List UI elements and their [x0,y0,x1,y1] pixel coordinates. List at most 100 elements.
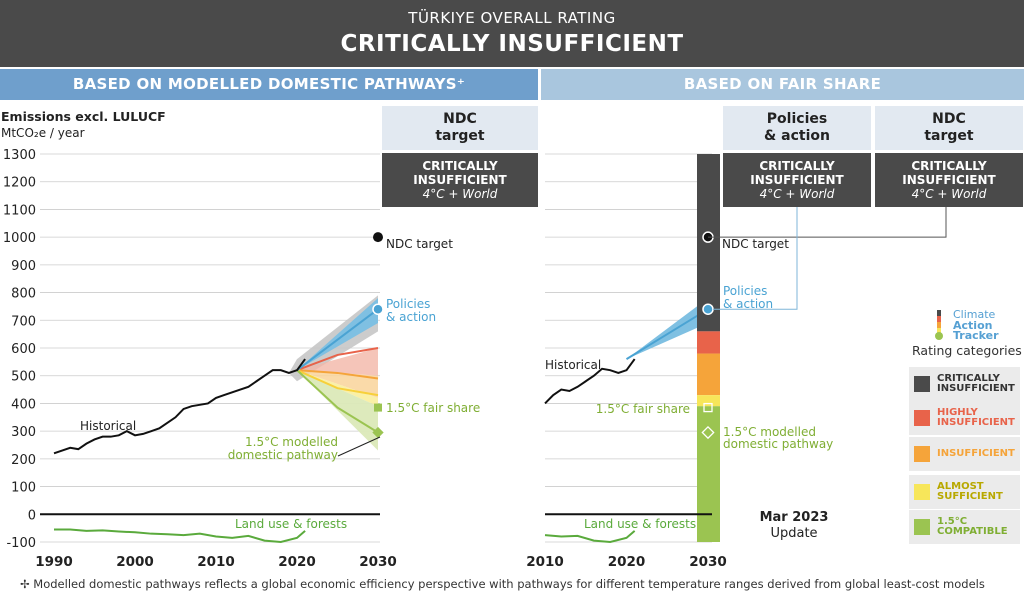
logo-line-3: Tracker [953,329,999,342]
left-ndc-rating-l1: CRITICALLY [422,159,498,173]
legend-item: HIGHLY INSUFFICIENT [909,401,1020,435]
y-axis-label-l1: Emissions excl. LULUCF [1,109,166,124]
legend-swatch [914,410,930,426]
policies-band-right [626,298,708,360]
y-axis-label: Emissions excl. LULUCF MtCO₂e / year [1,109,166,141]
modelled-marker-left [372,426,384,439]
land-use-label-right: Land use & forests [584,517,696,531]
right-policies-head-l1: Policies [766,111,828,127]
historical-label-right: Historical [545,358,601,372]
right-policies-header: Policies & action [723,106,871,150]
header-title: CRITICALLY INSUFFICIENT [340,31,684,57]
y-tick-label: 700 [11,314,36,329]
right-ndc-header: NDC target [875,106,1023,150]
policies-line-left [296,308,379,371]
land-use-label-left: Land use & forests [235,517,347,531]
legend-label-l2: INSUFFICIENT [937,383,1015,394]
modelled-pathway-line [296,369,379,434]
x-tick-label-right: 2020 [608,554,646,570]
right-ndc-world: 4°C + World [911,187,987,201]
compatible-fan [297,370,378,451]
rating-header: TÜRKIYE OVERALL RATING CRITICALLY INSUFF… [0,0,1024,67]
y-tick-label: 900 [11,259,36,274]
land-use-line-right [544,530,636,544]
ndc-target-label-right: NDC target [722,237,789,251]
legend-label-l1: 1.5°C [937,516,968,527]
rating-bar-insufficient [697,353,720,396]
update-date: Mar 2023 [759,510,829,525]
modelled-leader-left [337,436,381,457]
legend-swatch [914,519,930,535]
insufficient-line [296,369,379,380]
modelled-label-right-l2: domestic pathway [723,437,833,451]
legend-swatch [914,376,930,392]
y-tick-label: 600 [11,342,36,357]
legend-label: CRITICALLY INSUFFICIENT [937,367,1015,401]
x-tick-label-left: 2000 [116,554,154,570]
left-ndc-rating: CRITICALLY INSUFFICIENT 4°C + World [382,153,538,207]
legend-swatch [914,484,930,500]
highly-insufficient-fan [297,348,378,376]
legend-label: HIGHLY INSUFFICIENT [937,401,1015,435]
header-subtitle: TÜRKIYE OVERALL RATING [408,9,616,27]
modelled-label-right-l1: 1.5°C modelled [723,425,816,439]
logo-line-1: Climate [953,308,996,321]
left-ndc-head-l2: target [435,128,485,144]
band-fair-share: BASED ON FAIR SHARE [541,69,1024,100]
legend-label-l2: SUFFICIENT [937,491,1003,502]
logo-line-2: Action [953,319,993,332]
legend-item: 1.5°C COMPATIBLE [909,510,1020,544]
legend-item: CRITICALLY INSUFFICIENT [909,367,1020,401]
modelled-marker-right [701,425,715,440]
x-tick-label-left: 2010 [197,554,235,570]
left-ndc-world: 4°C + World [422,187,498,201]
legend-swatch [914,446,930,462]
legend-label-l1: HIGHLY [937,407,978,418]
legend-item: ALMOST SUFFICIENT [909,475,1020,509]
ndc-target-label-left: NDC target [386,237,453,251]
x-tick-label-left: 2020 [278,554,316,570]
right-policies-rating: CRITICALLY INSUFFICIENT 4°C + World [723,153,871,207]
y-tick-label: 100 [11,481,36,496]
historical-label-left: Historical [80,419,136,433]
policies-band-left [297,298,378,371]
right-policies-world: 4°C + World [759,187,835,201]
y-tick-label: 300 [11,425,36,440]
historical-line-left [53,358,306,455]
legend-label: ALMOST SUFFICIENT [937,475,1003,509]
ndc-connector-right [708,207,947,238]
climate-action-tracker-logo: Climate Action Tracker [933,306,1023,342]
y-tick-label: 1300 [3,148,36,163]
legend-item: INSUFFICIENT [909,437,1020,471]
x-tick-label-left: 1990 [35,554,73,570]
historical-line-right [544,358,636,405]
y-tick-label: 400 [11,397,36,412]
policies-label-right-l1: Policies [723,284,767,298]
x-tick-label-left: 2030 [359,554,397,570]
update-note: Mar 2023 Update [744,510,844,542]
band-modelled-domestic: BASED ON MODELLED DOMESTIC PATHWAYS⁺ [0,69,538,100]
rating-bar-almost-sufficient [697,395,720,407]
modelled-label-left-l1: 1.5°C modelled [245,435,338,449]
ndc-target-marker-left [373,232,383,243]
policies-marker-right [702,303,714,315]
legend-label-l1: ALMOST [937,481,984,492]
land-use-line-left [54,528,306,544]
footnote: ✢ Modelled domestic pathways reflects a … [20,577,985,591]
legend-label-l1: INSUFFICIENT [937,448,1015,459]
right-ndc-rating-l2: INSUFFICIENT [902,173,996,187]
y-tick-label: 0 [28,508,36,523]
right-policies-rating-l1: CRITICALLY [759,159,835,173]
legend-title: Rating categories [912,343,1022,358]
y-axis-label-l2: MtCO₂e / year [1,126,85,140]
right-ndc-rating-l1: CRITICALLY [911,159,987,173]
y-tick-label: 500 [11,370,36,385]
policies-label-right-l2: & action [723,297,773,311]
policies-line-right [625,308,709,360]
y-tick-label: 800 [11,287,36,302]
rating-bar-compatible-1-5 [697,406,720,542]
policies-label-left-l2: & action [386,310,436,324]
almost-sufficient-line [296,369,379,397]
thermometer-icon [935,310,943,340]
